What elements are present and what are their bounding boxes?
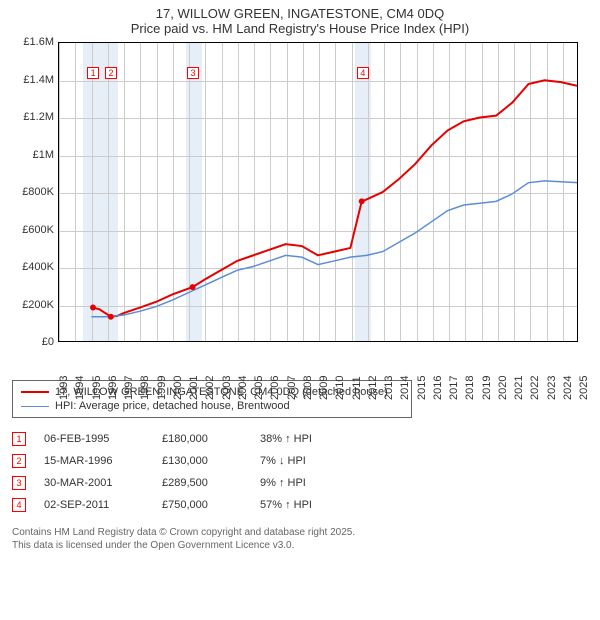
y-axis-labels: £0£200K£400K£600K£800K£1M£1.2M£1.4M£1.6M xyxy=(10,42,56,342)
transaction-price: £289,500 xyxy=(162,477,242,489)
y-tick-label: £1M xyxy=(33,149,54,161)
x-tick-label: 2000 xyxy=(172,348,184,372)
y-tick-label: £800K xyxy=(22,186,54,198)
x-tick-label: 1996 xyxy=(107,348,119,372)
x-tick-label: 2008 xyxy=(302,348,314,372)
transaction-marker: 1 xyxy=(12,432,26,446)
sale-point-dot xyxy=(359,198,365,204)
x-tick-label: 2024 xyxy=(562,348,574,372)
transaction-row: 4 02-SEP-2011 £750,000 57% ↑ HPI xyxy=(12,494,588,516)
y-tick-label: £400K xyxy=(22,261,54,273)
transaction-pct: 9% ↑ HPI xyxy=(260,477,360,489)
transaction-price: £180,000 xyxy=(162,433,242,445)
transaction-marker: 3 xyxy=(12,476,26,490)
x-tick-label: 2016 xyxy=(432,348,444,372)
title-block: 17, WILLOW GREEN, INGATESTONE, CM4 0DQ P… xyxy=(0,0,600,38)
chart-marker-1: 1 xyxy=(87,67,99,79)
series-line-price_paid xyxy=(93,80,577,317)
x-tick-label: 2015 xyxy=(416,348,428,372)
sale-point-dot xyxy=(108,314,114,320)
transaction-date: 02-SEP-2011 xyxy=(44,499,144,511)
transaction-pct: 38% ↑ HPI xyxy=(260,433,360,445)
x-axis-labels: 1993 1994 1995 1996 1997 1998 1999 2000 2001 2002… xyxy=(58,344,578,372)
x-tick-label: 2025 xyxy=(578,348,590,372)
transaction-marker: 2 xyxy=(12,454,26,468)
sale-point-dot xyxy=(190,284,196,290)
transaction-price: £750,000 xyxy=(162,499,242,511)
x-tick-label: 2020 xyxy=(497,348,509,372)
transaction-pct: 57% ↑ HPI xyxy=(260,499,360,511)
x-tick-label: 2010 xyxy=(334,348,346,372)
x-tick-label: 2007 xyxy=(286,348,298,372)
footer-line-2: This data is licensed under the Open Gov… xyxy=(12,539,588,552)
x-tick-label: 1997 xyxy=(123,348,135,372)
chart-area: £0£200K£400K£600K£800K£1M£1.2M£1.4M£1.6M… xyxy=(10,42,590,372)
x-tick-label: 2002 xyxy=(204,348,216,372)
transaction-date: 06-FEB-1995 xyxy=(44,433,144,445)
chart-svg xyxy=(59,43,577,341)
x-tick-label: 2019 xyxy=(481,348,493,372)
x-tick-label: 2005 xyxy=(253,348,265,372)
x-tick-label: 1993 xyxy=(58,348,70,372)
y-tick-label: £1.6M xyxy=(23,36,54,48)
series-line-hpi xyxy=(91,181,577,317)
x-tick-label: 1999 xyxy=(156,348,168,372)
y-tick-label: £1.2M xyxy=(23,111,54,123)
chart-subtitle: Price paid vs. HM Land Registry's House … xyxy=(0,21,600,36)
x-tick-label: 2001 xyxy=(188,348,200,372)
footer-attribution: Contains HM Land Registry data © Crown c… xyxy=(12,526,588,552)
transaction-date: 15-MAR-1996 xyxy=(44,455,144,467)
legend-swatch xyxy=(21,391,49,393)
chart-marker-3: 3 xyxy=(187,67,199,79)
transaction-pct: 7% ↓ HPI xyxy=(260,455,360,467)
y-tick-label: £200K xyxy=(22,299,54,311)
transaction-date: 30-MAR-2001 xyxy=(44,477,144,489)
y-tick-label: £1.4M xyxy=(23,74,54,86)
plot-area: 12 3 4 xyxy=(58,42,578,342)
y-tick-label: £0 xyxy=(42,336,54,348)
x-tick-label: 2003 xyxy=(221,348,233,372)
x-tick-label: 1994 xyxy=(74,348,86,372)
x-tick-label: 1998 xyxy=(139,348,151,372)
transaction-row: 2 15-MAR-1996 £130,000 7% ↓ HPI xyxy=(12,450,588,472)
transaction-marker: 4 xyxy=(12,498,26,512)
x-tick-label: 2013 xyxy=(383,348,395,372)
legend-swatch xyxy=(21,406,49,407)
x-tick-label: 2018 xyxy=(464,348,476,372)
legend-row: HPI: Average price, detached house, Bren… xyxy=(21,399,403,413)
transaction-price: £130,000 xyxy=(162,455,242,467)
legend-label: HPI: Average price, detached house, Bren… xyxy=(55,400,290,412)
chart-marker-4: 4 xyxy=(357,67,369,79)
chart-title: 17, WILLOW GREEN, INGATESTONE, CM4 0DQ xyxy=(0,6,600,21)
x-tick-label: 2021 xyxy=(513,348,525,372)
x-tick-label: 2014 xyxy=(399,348,411,372)
transaction-row: 1 06-FEB-1995 £180,000 38% ↑ HPI xyxy=(12,428,588,450)
x-tick-label: 2009 xyxy=(318,348,330,372)
x-tick-label: 2011 xyxy=(351,348,363,372)
x-tick-label: 2017 xyxy=(448,348,460,372)
transaction-table: 1 06-FEB-1995 £180,000 38% ↑ HPI 2 15-MAR-199… xyxy=(12,428,588,516)
transaction-row: 3 30-MAR-2001 £289,500 9% ↑ HPI xyxy=(12,472,588,494)
chart-marker-2: 2 xyxy=(105,67,117,79)
x-tick-label: 2022 xyxy=(529,348,541,372)
x-tick-label: 1995 xyxy=(91,348,103,372)
sale-point-dot xyxy=(90,304,96,310)
x-tick-label: 2004 xyxy=(237,348,249,372)
x-tick-label: 2006 xyxy=(269,348,281,372)
y-tick-label: £600K xyxy=(22,224,54,236)
footer-line-1: Contains HM Land Registry data © Crown c… xyxy=(12,526,588,539)
x-tick-label: 2012 xyxy=(367,348,379,372)
x-tick-label: 2023 xyxy=(546,348,558,372)
